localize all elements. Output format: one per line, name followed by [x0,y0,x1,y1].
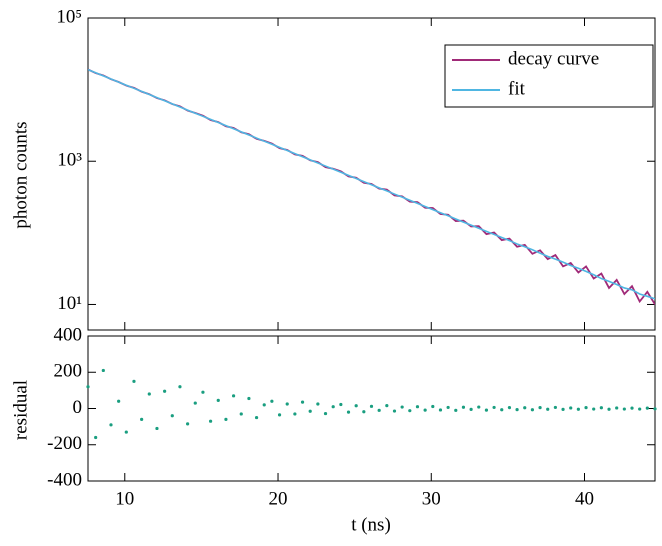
residual-point [492,405,496,410]
residual-point [308,409,312,413]
residual-point [592,407,596,411]
residual-point [438,408,443,412]
residual-point [86,385,90,389]
residual-point [515,407,519,412]
residual-point [339,402,343,407]
residual-point [507,405,512,410]
x-tick-label: 10 [115,488,134,509]
x-axis-label: t (ns) [351,514,391,535]
residual-point [132,379,136,383]
residual-point [94,435,98,440]
residual-point [277,413,282,417]
residual-point [254,415,259,420]
y-tick-label: 10⁵ [56,6,82,27]
residual-point [538,405,542,410]
residual-point [599,406,603,410]
residual-point [569,406,573,410]
residual-point [645,406,649,410]
x-tick-label: 30 [422,488,441,509]
residual-point [385,404,389,408]
residual-point [553,405,557,410]
x-tick-label: 40 [575,488,594,509]
residual-point [109,423,113,427]
residual-point [415,405,420,409]
y-tick-label: 10³ [57,150,82,171]
y-axis-label: photon counts [10,121,31,228]
residual-point [477,405,481,409]
residual-point [423,408,427,412]
residual-point [461,405,466,409]
residual-point [117,399,121,403]
residual-point [285,402,289,406]
residual-point [193,401,197,405]
residual-point [392,409,397,413]
residual-point [615,406,619,410]
residual-point [224,417,228,421]
residual-point [584,405,588,410]
residual-point [201,390,205,394]
residual-point [454,408,458,412]
y-axis-label: residual [10,380,31,440]
residual-point [530,408,535,412]
residual-point [546,407,550,411]
residual-point [377,408,381,412]
residual-point [638,407,642,411]
residual-point [170,414,174,418]
residual-point [369,404,374,408]
residual-point [331,405,335,409]
residual-point [323,411,328,416]
residual-point [270,399,274,403]
residual-point [630,406,634,410]
residual-point [208,419,213,423]
residual-point [576,407,580,411]
residual-point [178,385,182,389]
residual-point [400,405,404,409]
residual-point [163,389,167,393]
y-tick-label: -400 [47,469,82,490]
residual-point [469,407,473,412]
residual-point [155,426,159,431]
residual-point [300,400,305,404]
residual-point [346,410,351,414]
residual-point [140,417,144,421]
residual-point [362,410,366,414]
residual-point [231,394,236,398]
residual-point [186,422,190,426]
residual-point [622,407,626,411]
y-tick-label: -200 [47,433,82,454]
legend-label: decay curve [508,48,599,69]
y-tick-label: 200 [54,361,83,382]
series-line [88,68,655,300]
residual-point [101,368,105,373]
top-frame [87,17,656,331]
residual-point [247,396,251,401]
residual-point [408,409,412,413]
residual-point [431,404,435,409]
legend-label: fit [508,78,526,99]
residual-point [293,412,297,416]
residual-point [446,405,450,410]
residual-point [500,408,504,412]
residual-point [523,406,527,410]
residual-point [561,407,565,412]
residual-point [653,407,657,411]
residual-point [262,403,266,407]
residual-point [607,407,611,411]
residual-point [484,408,489,412]
y-tick-label: 10¹ [57,293,82,314]
residual-point [216,398,220,402]
y-tick-label: 0 [73,397,83,418]
residual-point [239,412,243,416]
legend [444,44,654,108]
x-tick-label: 20 [269,488,288,509]
y-tick-label: 400 [54,324,83,345]
residual-point [147,392,151,396]
residual-point [124,430,128,434]
residual-point [354,404,358,408]
residual-point [316,402,320,406]
